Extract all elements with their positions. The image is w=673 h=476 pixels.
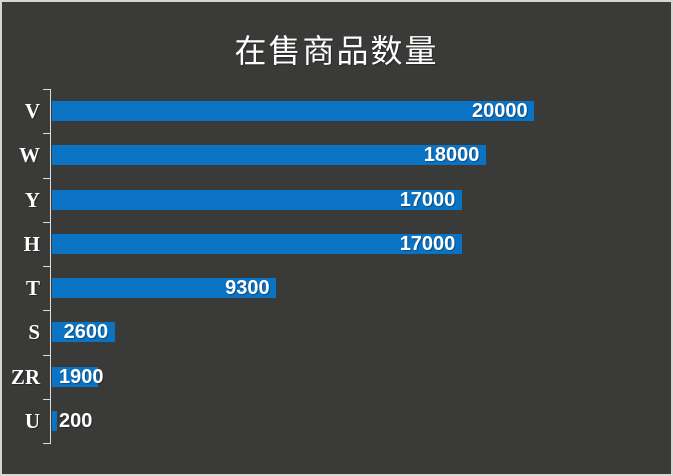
y-axis-tick xyxy=(43,266,51,267)
bar xyxy=(52,366,98,387)
y-axis-tick xyxy=(43,221,51,223)
category-label: V xyxy=(24,99,40,123)
category-label: U xyxy=(24,408,40,433)
y-axis-tick xyxy=(43,443,51,444)
bar xyxy=(52,101,534,122)
y-axis-tick xyxy=(43,133,51,135)
category-label: W xyxy=(19,143,40,168)
value-label: 18000 xyxy=(423,144,480,167)
y-axis-tick xyxy=(43,310,51,312)
bar xyxy=(52,410,57,431)
category-label: T xyxy=(25,276,40,300)
y-axis-tick xyxy=(43,398,51,400)
value-label: 20000 xyxy=(472,100,528,123)
category-label: Y xyxy=(24,187,40,212)
category-label: H xyxy=(23,231,40,256)
value-label: 1900 xyxy=(59,365,104,388)
bar xyxy=(52,322,115,343)
bar xyxy=(52,189,462,210)
y-axis-tick xyxy=(43,354,51,356)
bar xyxy=(52,145,486,166)
value-label: 9300 xyxy=(225,277,270,300)
bar xyxy=(52,278,277,299)
y-axis-tick xyxy=(43,89,51,90)
bar xyxy=(52,233,462,254)
value-label: 200 xyxy=(59,409,93,432)
value-label: 2600 xyxy=(63,321,109,344)
category-label: S xyxy=(28,320,40,345)
value-label: 17000 xyxy=(399,188,456,211)
y-axis-tick xyxy=(43,177,51,179)
chart-title: 在售商品数量 xyxy=(234,33,439,69)
category-label: ZR xyxy=(10,364,40,389)
value-label: 17000 xyxy=(399,232,456,255)
